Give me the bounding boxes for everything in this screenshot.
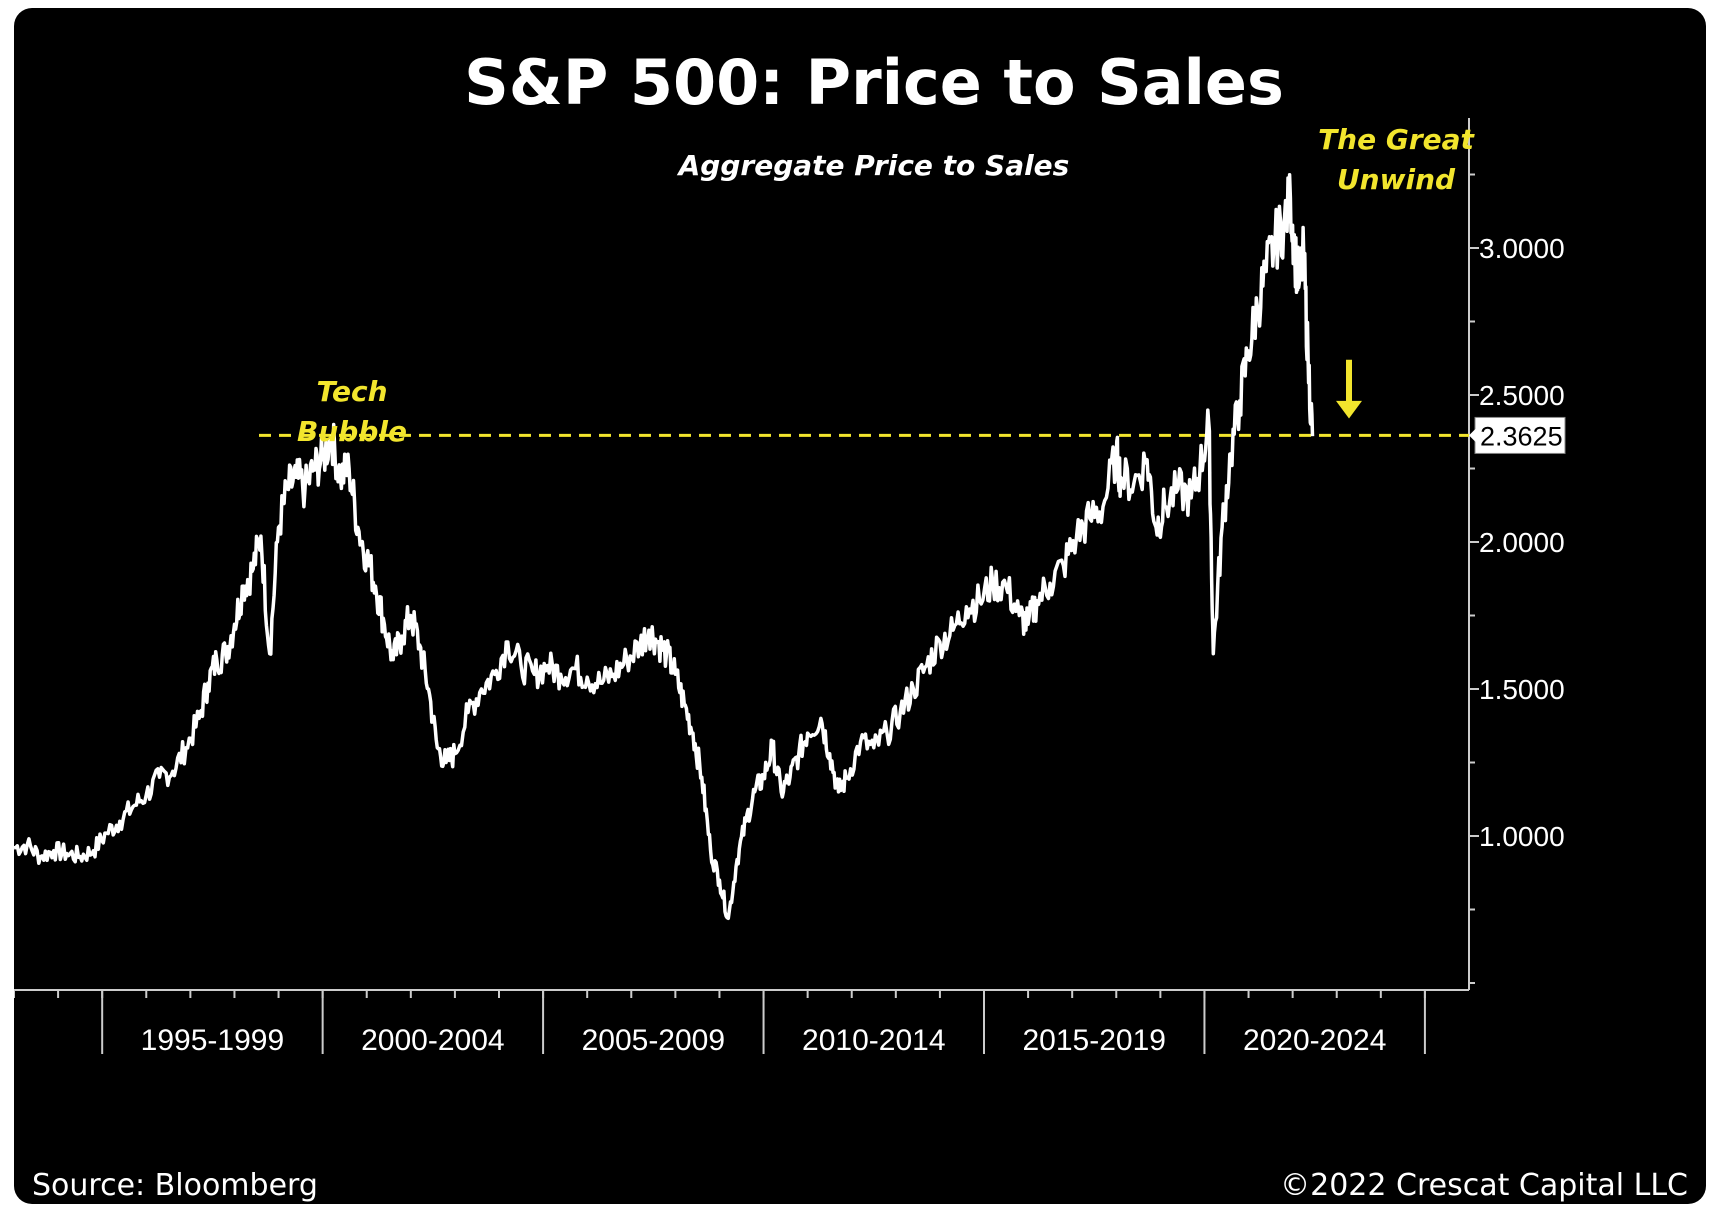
reference-label-box bbox=[1474, 416, 1566, 454]
chart-frame: S&P 500: Price to Sales Aggregate Price … bbox=[14, 8, 1706, 1204]
x-group-label: 1995-1999 bbox=[141, 1024, 284, 1057]
copyright-note: ©2022 Crescat Capital LLC bbox=[1280, 1168, 1688, 1203]
annotation-tech-bubble: Tech Bubble bbox=[262, 372, 442, 452]
y-tick-label: 2.0000 bbox=[1479, 527, 1565, 558]
y-tick-label: 2.5000 bbox=[1479, 380, 1565, 411]
chart-plot: 1.0000 1.5000 2.0000 2.5000 3.0000 1995-1999 2… bbox=[14, 118, 1566, 1057]
reference-label-pointer bbox=[1469, 427, 1477, 444]
x-group-label: 2010-2014 bbox=[802, 1024, 945, 1057]
annotation-tech-bubble-line-1: Tech bbox=[316, 375, 388, 408]
reference-value-label: 2.3625 bbox=[1480, 421, 1563, 451]
annotation-great-unwind-line-1: The Great bbox=[1318, 123, 1474, 156]
y-tick-label: 3.0000 bbox=[1479, 233, 1565, 264]
down-arrow-icon bbox=[1336, 400, 1362, 419]
y-tick-label: 1.5000 bbox=[1479, 674, 1565, 705]
x-group-label: 2020-2024 bbox=[1243, 1024, 1386, 1057]
x-group-label: 2015-2019 bbox=[1022, 1024, 1165, 1057]
source-note: Source: Bloomberg bbox=[32, 1168, 318, 1203]
price-to-sales-series-line bbox=[14, 173, 1315, 921]
chart-title: S&P 500: Price to Sales bbox=[464, 46, 1284, 119]
annotation-great-unwind-line-2: Unwind bbox=[1336, 163, 1456, 196]
annotation-great-unwind: The Great Unwind bbox=[1286, 120, 1506, 200]
x-group-label: 2000-2004 bbox=[361, 1024, 504, 1057]
chart-subtitle: Aggregate Price to Sales bbox=[678, 149, 1070, 182]
annotation-tech-bubble-line-2: Bubble bbox=[297, 415, 407, 448]
y-tick-label: 1.0000 bbox=[1479, 821, 1565, 852]
x-group-label: 2005-2009 bbox=[582, 1024, 725, 1057]
